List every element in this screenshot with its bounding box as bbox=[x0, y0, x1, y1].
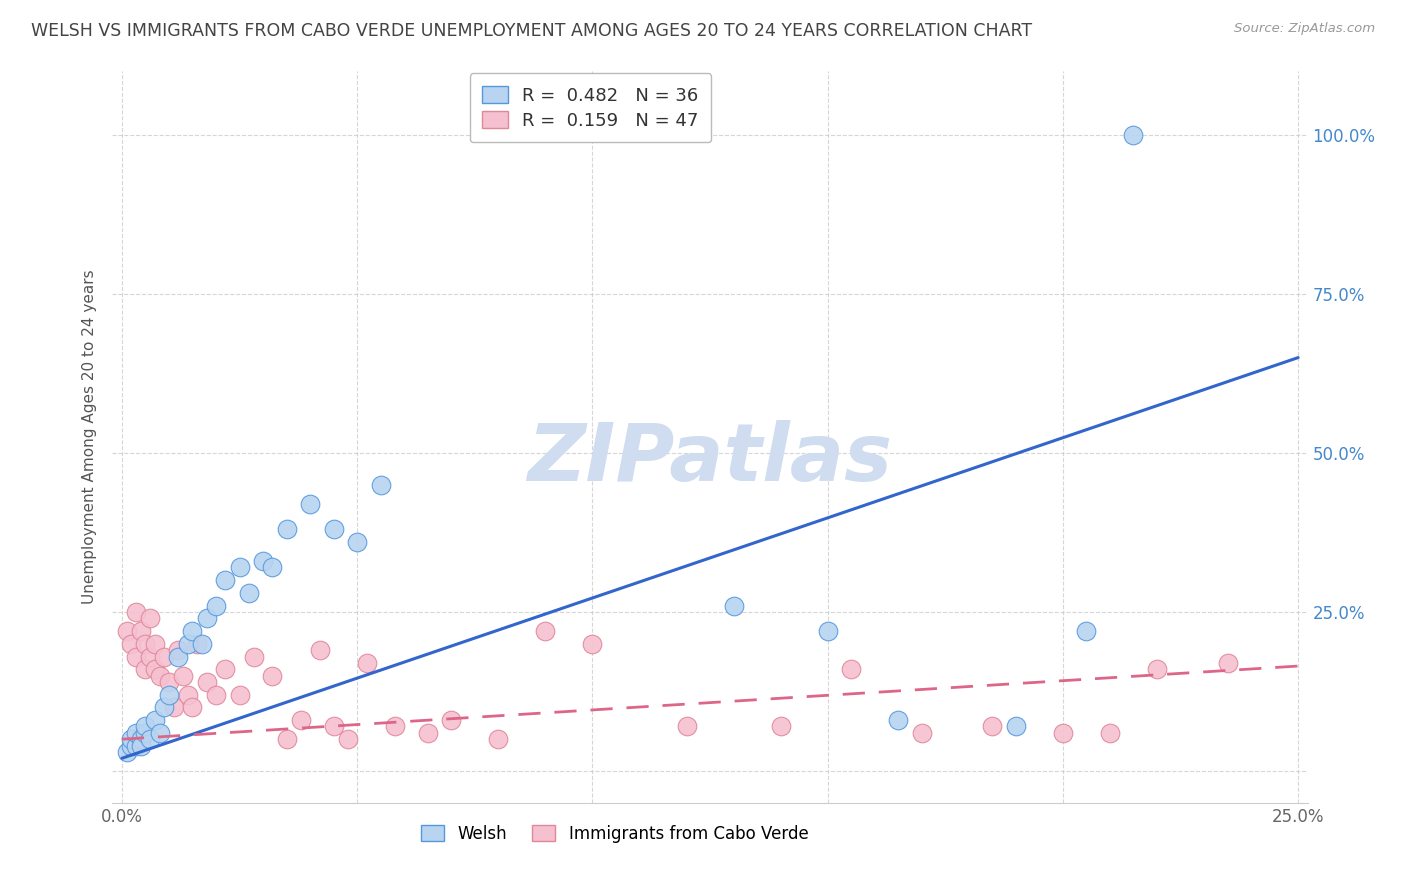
Point bbox=[195, 675, 218, 690]
Point bbox=[228, 688, 250, 702]
Point bbox=[534, 624, 557, 638]
Point bbox=[723, 599, 745, 613]
Point bbox=[581, 637, 603, 651]
Point bbox=[262, 560, 284, 574]
Point bbox=[134, 637, 156, 651]
Point bbox=[214, 573, 236, 587]
Point bbox=[120, 732, 142, 747]
Point bbox=[134, 719, 156, 733]
Point bbox=[981, 719, 1004, 733]
Point bbox=[887, 713, 910, 727]
Point bbox=[143, 662, 166, 676]
Point bbox=[153, 649, 176, 664]
Point bbox=[839, 662, 862, 676]
Point bbox=[157, 688, 180, 702]
Text: Source: ZipAtlas.com: Source: ZipAtlas.com bbox=[1234, 22, 1375, 36]
Point bbox=[1005, 719, 1028, 733]
Point bbox=[139, 732, 162, 747]
Point bbox=[125, 605, 148, 619]
Point bbox=[125, 649, 148, 664]
Point bbox=[1146, 662, 1168, 676]
Point bbox=[336, 732, 359, 747]
Point bbox=[370, 477, 392, 491]
Point bbox=[214, 662, 236, 676]
Point bbox=[205, 599, 228, 613]
Point bbox=[1216, 656, 1239, 670]
Point bbox=[252, 554, 274, 568]
Point bbox=[163, 700, 186, 714]
Point bbox=[177, 688, 200, 702]
Point bbox=[181, 624, 204, 638]
Point bbox=[143, 713, 166, 727]
Point bbox=[153, 700, 176, 714]
Point bbox=[120, 739, 142, 753]
Point bbox=[125, 739, 148, 753]
Point bbox=[129, 732, 152, 747]
Point bbox=[129, 739, 152, 753]
Y-axis label: Unemployment Among Ages 20 to 24 years: Unemployment Among Ages 20 to 24 years bbox=[82, 269, 97, 605]
Point bbox=[148, 726, 170, 740]
Point bbox=[172, 668, 194, 682]
Point bbox=[134, 726, 156, 740]
Point bbox=[148, 668, 170, 682]
Point bbox=[228, 560, 250, 574]
Point bbox=[262, 668, 284, 682]
Point bbox=[115, 624, 138, 638]
Point bbox=[129, 624, 152, 638]
Text: WELSH VS IMMIGRANTS FROM CABO VERDE UNEMPLOYMENT AMONG AGES 20 TO 24 YEARS CORRE: WELSH VS IMMIGRANTS FROM CABO VERDE UNEM… bbox=[31, 22, 1032, 40]
Point bbox=[322, 522, 344, 536]
Point bbox=[177, 637, 200, 651]
Point bbox=[322, 719, 344, 733]
Point bbox=[1052, 726, 1074, 740]
Point bbox=[299, 497, 322, 511]
Point bbox=[167, 643, 190, 657]
Point bbox=[205, 688, 228, 702]
Point bbox=[769, 719, 792, 733]
Point bbox=[238, 586, 260, 600]
Point bbox=[276, 732, 298, 747]
Point bbox=[115, 745, 138, 759]
Point bbox=[186, 637, 208, 651]
Point bbox=[191, 637, 214, 651]
Legend: Welsh, Immigrants from Cabo Verde: Welsh, Immigrants from Cabo Verde bbox=[413, 818, 815, 849]
Point bbox=[346, 535, 368, 549]
Point bbox=[486, 732, 509, 747]
Point bbox=[242, 649, 264, 664]
Point bbox=[125, 726, 148, 740]
Point bbox=[440, 713, 463, 727]
Point bbox=[181, 700, 204, 714]
Point bbox=[384, 719, 406, 733]
Point bbox=[139, 649, 162, 664]
Point bbox=[139, 611, 162, 625]
Point bbox=[120, 637, 142, 651]
Point bbox=[1122, 128, 1144, 142]
Text: ZIPatlas: ZIPatlas bbox=[527, 420, 893, 498]
Point bbox=[1098, 726, 1121, 740]
Point bbox=[195, 611, 218, 625]
Point bbox=[308, 643, 330, 657]
Point bbox=[817, 624, 839, 638]
Point bbox=[911, 726, 934, 740]
Point bbox=[143, 637, 166, 651]
Point bbox=[675, 719, 697, 733]
Point bbox=[1076, 624, 1098, 638]
Point bbox=[276, 522, 298, 536]
Point bbox=[356, 656, 378, 670]
Point bbox=[157, 675, 180, 690]
Point bbox=[290, 713, 312, 727]
Point bbox=[416, 726, 439, 740]
Point bbox=[134, 662, 156, 676]
Point bbox=[167, 649, 190, 664]
